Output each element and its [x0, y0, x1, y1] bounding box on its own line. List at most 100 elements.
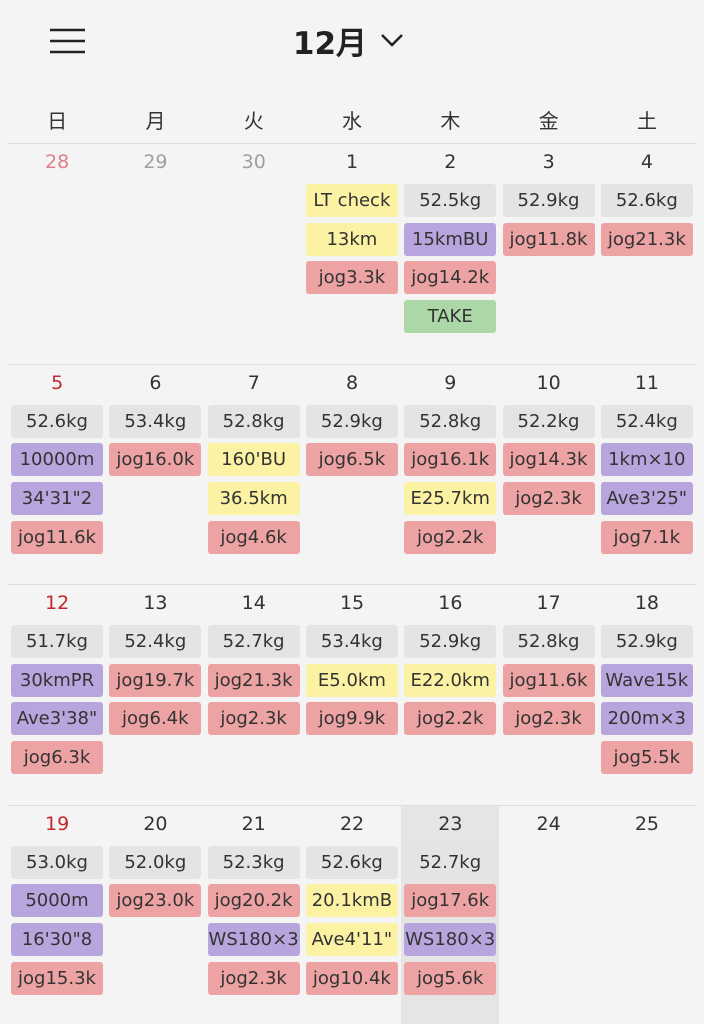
event-chip[interactable]: 52.8kg [404, 404, 497, 438]
event-chip[interactable]: 52.0kg [109, 845, 202, 879]
event-chip[interactable]: jog21.3k [600, 222, 693, 256]
event-chip[interactable]: 52.8kg [502, 625, 595, 658]
date-number[interactable]: 5 [51, 371, 64, 394]
date-number[interactable]: 9 [444, 371, 457, 394]
event-chip[interactable]: 52.5kg [404, 184, 497, 217]
month-title[interactable]: 12月 [292, 26, 368, 62]
event-chip[interactable]: Ave4'11" [305, 922, 398, 956]
date-number[interactable]: 20 [143, 812, 168, 835]
date-number[interactable]: 24 [536, 812, 561, 835]
event-chip[interactable]: jog6.4k [109, 702, 202, 736]
event-chip[interactable]: Ave3'38" [11, 702, 103, 736]
event-chip[interactable]: jog14.3k [502, 443, 595, 477]
event-chip[interactable]: 52.6kg [11, 404, 103, 438]
date-number[interactable]: 15 [339, 592, 365, 614]
date-number[interactable]: 13 [143, 592, 168, 614]
event-chip[interactable]: 34'31"2 [11, 481, 103, 515]
event-chip[interactable]: Wave15k [600, 663, 693, 697]
event-chip[interactable]: 16'30"8 [11, 922, 103, 956]
event-chip[interactable]: jog2.3k [207, 961, 300, 995]
date-number[interactable]: 7 [247, 371, 260, 394]
event-chip[interactable]: jog4.6k [207, 520, 300, 554]
event-chip[interactable]: jog2.3k [207, 702, 300, 736]
date-number[interactable]: 16 [438, 592, 463, 614]
date-number[interactable]: 4 [640, 151, 653, 173]
event-chip[interactable]: 30kmPR [11, 663, 103, 697]
event-chip[interactable]: 52.4kg [109, 625, 202, 658]
event-chip[interactable]: jog3.3k [305, 261, 398, 295]
event-chip[interactable]: 52.8kg [207, 404, 300, 438]
date-number[interactable]: 11 [634, 371, 660, 394]
event-chip[interactable]: E5.0km [305, 663, 398, 697]
event-chip[interactable]: 51.7kg [11, 625, 103, 658]
date-number[interactable]: 22 [339, 812, 365, 835]
event-chip[interactable]: jog2.3k [502, 481, 595, 515]
event-chip[interactable]: jog2.3k [502, 702, 595, 736]
event-chip[interactable]: jog11.8k [502, 222, 595, 256]
date-number[interactable]: 29 [143, 151, 168, 173]
event-chip[interactable]: jog5.6k [404, 961, 497, 995]
date-number[interactable]: 6 [149, 371, 162, 394]
event-chip[interactable]: jog16.1k [404, 443, 497, 477]
event-chip[interactable]: jog14.2k [404, 261, 497, 295]
event-chip[interactable]: jog6.3k [11, 741, 103, 775]
event-chip[interactable]: 52.9kg [600, 625, 693, 658]
event-chip[interactable]: 160'BU [207, 443, 300, 477]
date-number[interactable]: 3 [542, 151, 555, 173]
date-number[interactable]: 1 [345, 151, 359, 173]
date-number[interactable]: 14 [241, 592, 266, 614]
event-chip[interactable]: 53.0kg [11, 845, 103, 879]
event-chip[interactable]: 52.7kg [404, 845, 497, 879]
event-chip[interactable]: E25.7km [404, 481, 497, 515]
event-chip[interactable]: jog17.6k [404, 884, 497, 918]
event-chip[interactable]: 52.6kg [305, 845, 398, 879]
event-chip[interactable]: 15kmBU [404, 222, 497, 256]
event-chip[interactable]: 52.9kg [404, 625, 497, 658]
event-chip[interactable]: jog5.5k [600, 741, 693, 775]
event-chip[interactable]: jog10.4k [305, 961, 398, 995]
event-chip[interactable]: 52.9kg [305, 404, 398, 438]
event-chip[interactable]: jog16.0k [109, 443, 202, 477]
event-chip[interactable]: TAKE [404, 300, 497, 334]
date-number[interactable]: 8 [345, 371, 359, 394]
date-number[interactable]: 21 [241, 812, 266, 835]
event-chip[interactable]: 52.9kg [502, 184, 595, 217]
event-chip[interactable]: 1km×10 [600, 443, 693, 477]
event-chip[interactable]: Ave3'25" [600, 481, 693, 515]
date-number[interactable]: 18 [634, 592, 660, 614]
event-chip[interactable]: jog11.6k [11, 520, 103, 554]
event-chip[interactable]: jog23.0k [109, 884, 202, 918]
event-chip[interactable]: 13km [305, 222, 398, 256]
event-chip[interactable]: 200m×3 [600, 702, 693, 736]
event-chip[interactable]: 5000m [11, 884, 103, 918]
event-chip[interactable]: 52.7kg [207, 625, 300, 658]
event-chip[interactable]: 52.6kg [600, 184, 693, 217]
event-chip[interactable]: jog11.6k [502, 663, 595, 697]
event-chip[interactable]: jog15.3k [11, 961, 103, 995]
event-chip[interactable]: jog20.2k [207, 884, 300, 918]
menu-button[interactable] [48, 26, 88, 56]
date-number[interactable]: 19 [45, 812, 70, 835]
event-chip[interactable]: LT check [305, 184, 398, 217]
event-chip[interactable]: WS180×3 [207, 922, 300, 956]
event-chip[interactable]: 10000m [11, 443, 103, 477]
date-number[interactable]: 28 [45, 151, 70, 173]
event-chip[interactable]: WS180×3 [404, 922, 497, 956]
event-chip[interactable]: jog7.1k [600, 520, 693, 554]
event-chip[interactable]: E22.0km [404, 663, 497, 697]
event-chip[interactable]: jog2.2k [404, 702, 497, 736]
date-number[interactable]: 25 [634, 812, 660, 835]
date-number[interactable]: 17 [536, 592, 561, 614]
date-number[interactable]: 12 [45, 592, 70, 614]
event-chip[interactable]: 53.4kg [305, 625, 398, 658]
event-chip[interactable]: jog2.2k [404, 520, 497, 554]
month-dropdown-icon[interactable] [380, 32, 404, 48]
event-chip[interactable]: 20.1kmB [305, 884, 398, 918]
event-chip[interactable]: jog6.5k [305, 443, 398, 477]
event-chip[interactable]: jog19.7k [109, 663, 202, 697]
event-chip[interactable]: 36.5km [207, 481, 300, 515]
event-chip[interactable]: 52.2kg [502, 404, 595, 438]
date-number[interactable]: 10 [536, 371, 561, 394]
date-number[interactable]: 30 [241, 151, 266, 173]
date-number[interactable]: 23 [438, 812, 463, 835]
